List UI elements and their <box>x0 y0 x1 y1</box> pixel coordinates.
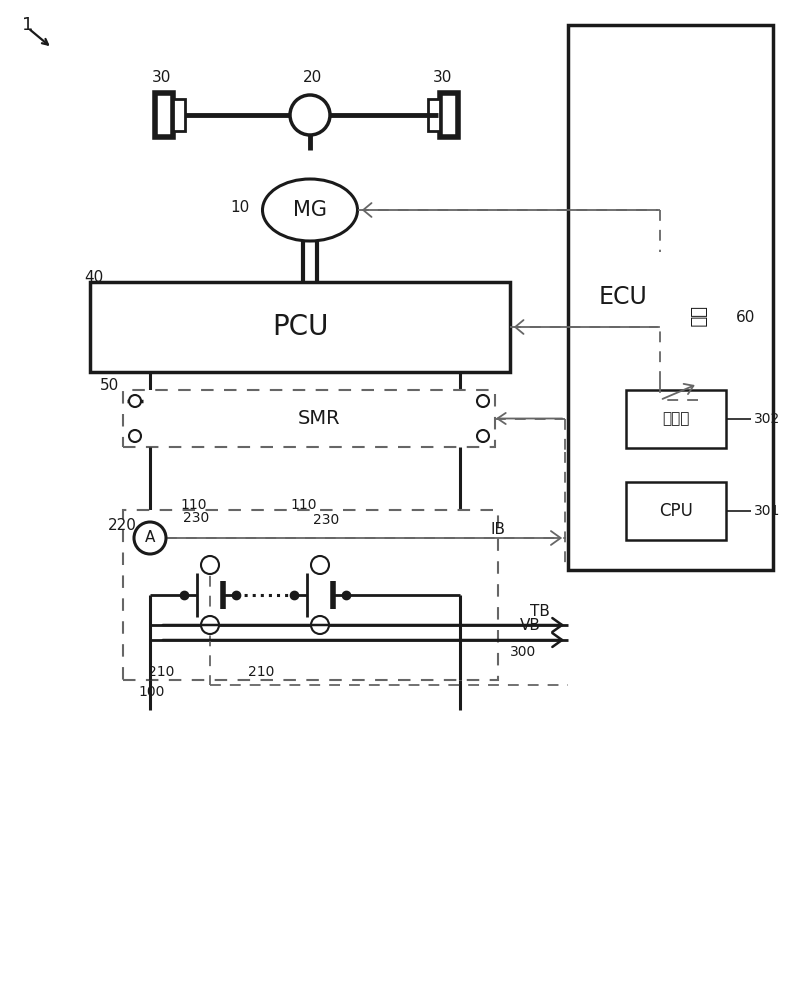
Text: ECU: ECU <box>598 286 647 310</box>
Text: 210: 210 <box>148 665 175 679</box>
Text: 40: 40 <box>84 270 103 286</box>
Text: 110: 110 <box>290 498 316 512</box>
Text: 存储器: 存储器 <box>662 412 690 426</box>
Text: 110: 110 <box>180 498 207 512</box>
Bar <box>90 282 510 372</box>
Text: 220: 220 <box>108 518 137 534</box>
Text: IB: IB <box>490 522 505 538</box>
Bar <box>173 99 185 131</box>
Bar <box>665 252 730 382</box>
Bar <box>568 25 773 570</box>
Text: 20: 20 <box>303 70 322 86</box>
Text: 空调: 空调 <box>689 306 706 328</box>
Text: 1: 1 <box>22 16 34 34</box>
Circle shape <box>477 395 489 407</box>
Text: 10: 10 <box>230 200 249 215</box>
Circle shape <box>134 522 166 554</box>
Text: 210: 210 <box>248 665 275 679</box>
Bar <box>626 390 726 448</box>
Circle shape <box>129 430 141 442</box>
Text: 100: 100 <box>138 685 164 699</box>
Circle shape <box>129 395 141 407</box>
Text: 230: 230 <box>313 513 340 527</box>
Circle shape <box>201 616 219 634</box>
Circle shape <box>477 430 489 442</box>
Bar <box>155 93 173 137</box>
Text: PCU: PCU <box>272 313 328 341</box>
Text: MG: MG <box>293 200 327 220</box>
Text: TB: TB <box>530 603 549 618</box>
Ellipse shape <box>263 179 357 241</box>
Text: 301: 301 <box>754 504 780 518</box>
Bar <box>428 99 440 131</box>
Text: 50: 50 <box>100 377 119 392</box>
Circle shape <box>201 556 219 574</box>
Text: 300: 300 <box>510 645 536 659</box>
Bar <box>123 510 498 680</box>
Circle shape <box>311 616 329 634</box>
Bar <box>626 482 726 540</box>
Circle shape <box>290 95 330 135</box>
Text: VB: VB <box>520 618 541 634</box>
Text: 230: 230 <box>183 511 209 525</box>
Text: A: A <box>145 530 155 546</box>
Bar <box>123 390 495 447</box>
Text: CPU: CPU <box>659 502 693 520</box>
Text: 302: 302 <box>754 412 780 426</box>
Bar <box>440 93 458 137</box>
Text: 30: 30 <box>152 70 171 86</box>
Text: 60: 60 <box>736 310 755 324</box>
Text: 30: 30 <box>433 70 453 86</box>
Circle shape <box>311 556 329 574</box>
Text: SMR: SMR <box>298 409 340 428</box>
